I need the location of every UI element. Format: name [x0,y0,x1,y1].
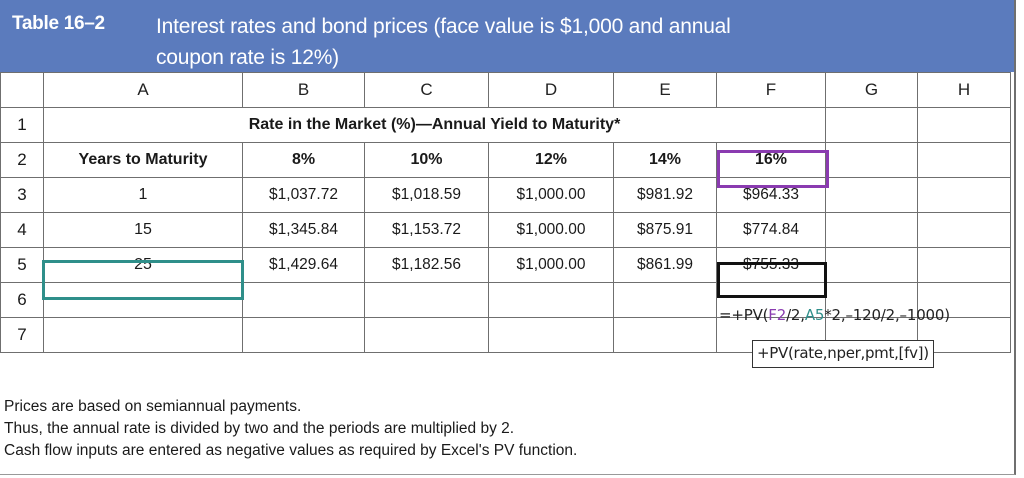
cell-g4[interactable] [825,212,918,248]
cell-h7[interactable] [917,317,1011,353]
row-header-4[interactable]: 4 [0,212,44,248]
table-title-bar: Table 16–2 Interest rates and bond price… [0,0,1014,72]
select-all-corner[interactable] [0,72,44,108]
column-header-b[interactable]: B [242,72,365,108]
cell-h5[interactable] [917,247,1011,283]
cell-d2[interactable]: 12% [488,142,614,178]
cell-g5[interactable] [825,247,918,283]
pv-formula: =+PV(F2/2,A5*2,–120/2,–1000) [719,306,950,324]
row-header-7[interactable]: 7 [0,317,44,353]
cell-b2[interactable]: 8% [242,142,365,178]
row-header-5[interactable]: 5 [0,247,44,283]
cell-g2[interactable] [825,142,918,178]
cell-f4[interactable]: $774.84 [716,212,826,248]
row-header-6[interactable]: 6 [0,282,44,318]
yield-header-cell[interactable]: Rate in the Market (%)—Annual Yield to M… [43,107,826,143]
table-title: Interest rates and bond prices (face val… [156,11,916,73]
column-header-f[interactable]: F [716,72,826,108]
cell-c6[interactable] [364,282,489,318]
column-header-a[interactable]: A [43,72,243,108]
cell-b5[interactable]: $1,429.64 [242,247,365,283]
sheet-row-3: 3 1 $1,037.72 $1,018.59 $1,000.00 $981.9… [0,177,1011,213]
sheet-row-6: 6 [0,282,1011,318]
formula-prefix: =+PV( [719,306,769,324]
formula-ref-years: A5 [804,306,825,324]
column-header-h[interactable]: H [917,72,1011,108]
cell-h1[interactable] [917,107,1011,143]
row-header-2[interactable]: 2 [0,142,44,178]
sheet-row-2: 2 Years to Maturity 8% 10% 12% 14% 16% [0,142,1011,178]
table-title-line-1: Interest rates and bond prices (face val… [156,15,731,38]
table-label: Table 16–2 [12,13,105,34]
table-notes: Prices are based on semiannual payments.… [4,396,577,462]
cell-a7[interactable] [43,317,243,353]
table-title-line-2: coupon rate is 12%) [156,46,339,69]
cell-e5[interactable]: $861.99 [613,247,717,283]
cell-c7[interactable] [364,317,489,353]
cell-b4[interactable]: $1,345.84 [242,212,365,248]
cell-e7[interactable] [613,317,717,353]
cell-g6[interactable] [825,282,918,318]
cell-a2[interactable]: Years to Maturity [43,142,243,178]
cell-g1[interactable] [825,107,918,143]
column-header-e[interactable]: E [613,72,717,108]
cell-e4[interactable]: $875.91 [613,212,717,248]
cell-c5[interactable]: $1,182.56 [364,247,489,283]
cell-c2[interactable]: 10% [364,142,489,178]
row-header-1[interactable]: 1 [0,107,44,143]
cell-c3[interactable]: $1,018.59 [364,177,489,213]
column-header-g[interactable]: G [825,72,918,108]
note-line-2: Thus, the annual rate is divided by two … [4,420,515,437]
sheet-row-1: 1 Rate in the Market (%)—Annual Yield to… [0,107,1011,143]
sheet-row-7: 7 [0,317,1011,353]
cell-e2[interactable]: 14% [613,142,717,178]
cell-c4[interactable]: $1,153.72 [364,212,489,248]
cell-b3[interactable]: $1,037.72 [242,177,365,213]
cell-h2[interactable] [917,142,1011,178]
cell-d4[interactable]: $1,000.00 [488,212,614,248]
note-line-3: Cash flow inputs are entered as negative… [4,442,578,459]
cell-e3[interactable]: $981.92 [613,177,717,213]
note-line-1: Prices are based on semiannual payments. [4,398,302,415]
column-header-d[interactable]: D [488,72,614,108]
rate-cell-highlight [717,150,829,188]
column-header-c[interactable]: C [364,72,489,108]
cell-e6[interactable] [613,282,717,318]
formula-part-2: /2, [786,306,805,324]
cell-h3[interactable] [917,177,1011,213]
cell-a4[interactable]: 15 [43,212,243,248]
cell-d5[interactable]: $1,000.00 [488,247,614,283]
column-header-row: A B C D E F G H [0,72,1011,108]
cell-d7[interactable] [488,317,614,353]
formula-ref-rate: F2 [768,306,787,324]
pv-syntax-tooltip: +PV(rate,nper,pmt,[fv]) [752,340,934,368]
cell-d3[interactable]: $1,000.00 [488,177,614,213]
formula-suffix: *2,–120/2,–1000) [824,306,950,324]
cell-b7[interactable] [242,317,365,353]
cell-b6[interactable] [242,282,365,318]
cell-d6[interactable] [488,282,614,318]
cell-h4[interactable] [917,212,1011,248]
sheet-row-4: 4 15 $1,345.84 $1,153.72 $1,000.00 $875.… [0,212,1011,248]
years-cell-highlight [42,260,244,300]
result-cell-highlight [717,262,827,298]
row-header-3[interactable]: 3 [0,177,44,213]
cell-g3[interactable] [825,177,918,213]
cell-a3[interactable]: 1 [43,177,243,213]
